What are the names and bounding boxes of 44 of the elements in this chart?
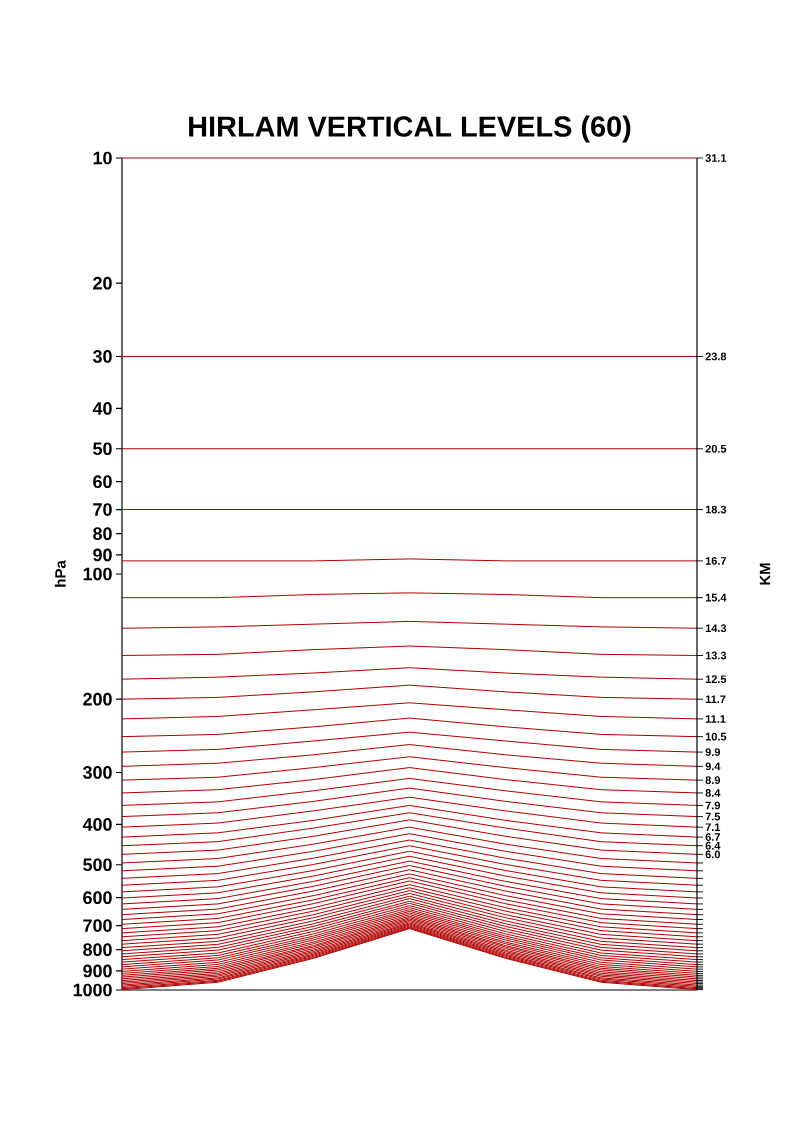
y-tick-label: 700 bbox=[83, 919, 112, 932]
y-tick-label: 600 bbox=[83, 891, 112, 905]
y-tick-label: 900 bbox=[83, 964, 112, 978]
text: 11.7 bbox=[705, 695, 726, 703]
y-tick-label: 20 bbox=[93, 276, 112, 290]
text: 14.3 bbox=[705, 624, 727, 633]
y-tick-label: 300 bbox=[82, 766, 112, 779]
y-tick-label: 80 bbox=[93, 527, 112, 541]
text: 12.5 bbox=[705, 675, 727, 684]
chart-title: HIRLAM VERTICAL LEVELS (60) bbox=[189, 115, 631, 143]
y-tick-label: 30 bbox=[92, 350, 112, 363]
text: 23.8 bbox=[705, 352, 727, 361]
text: 18.3 bbox=[705, 505, 727, 514]
text: 7.1 bbox=[705, 823, 721, 831]
y-tick-label: 100 bbox=[83, 567, 112, 581]
y-tick-label: 70 bbox=[93, 503, 112, 516]
y-tick-label: 400 bbox=[82, 818, 112, 831]
y-tick-label: 1000 bbox=[73, 983, 112, 997]
text: 6.7 bbox=[705, 833, 720, 841]
text: 20.5 bbox=[705, 444, 727, 453]
text: 11.1 bbox=[705, 715, 726, 723]
text: 13.3 bbox=[705, 651, 727, 660]
y-tick-label: 500 bbox=[83, 858, 112, 872]
y-tick-label: 50 bbox=[93, 442, 112, 456]
text: 16.7 bbox=[705, 557, 727, 565]
text: 10.5 bbox=[705, 732, 727, 741]
y-tick-label: 200 bbox=[83, 692, 112, 706]
y-axis-title: hPa bbox=[54, 560, 66, 587]
y-tick-label: 40 bbox=[92, 402, 112, 415]
text: 31.1 bbox=[705, 154, 727, 162]
y-tick-label: 60 bbox=[93, 475, 112, 489]
y-tick-label: 800 bbox=[83, 943, 112, 957]
text: 8.9 bbox=[705, 776, 721, 785]
text: 15.4 bbox=[705, 593, 727, 602]
text: 6.4 bbox=[705, 841, 721, 850]
y-tick-label: 90 bbox=[93, 548, 112, 562]
text: 7.5 bbox=[705, 812, 721, 821]
text: 9.4 bbox=[705, 762, 721, 771]
y-tick-label: 10 bbox=[93, 151, 112, 165]
y2-axis-title: KM bbox=[759, 563, 771, 585]
text: 8.4 bbox=[705, 789, 721, 797]
text: 6.0 bbox=[705, 850, 720, 859]
text: 9.9 bbox=[705, 748, 721, 756]
text: 7.9 bbox=[705, 801, 721, 810]
